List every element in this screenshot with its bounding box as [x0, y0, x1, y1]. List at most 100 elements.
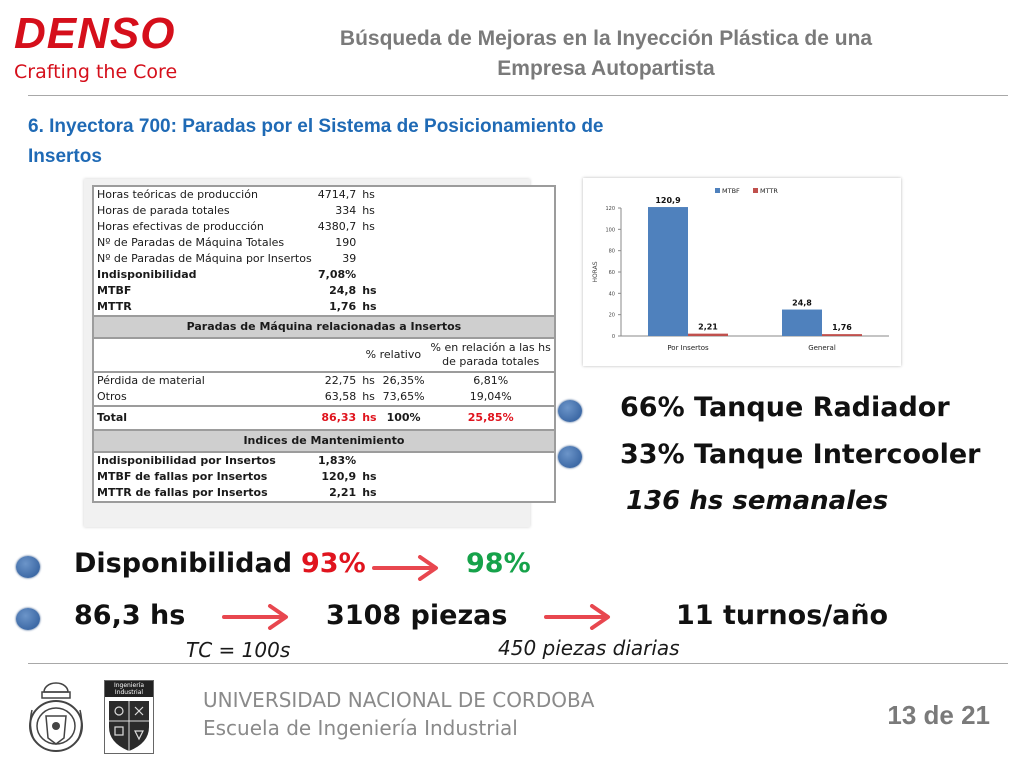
- metric-label: Horas de parada totales: [97, 204, 230, 217]
- mant-label: MTTR de fallas por Insertos: [97, 486, 268, 499]
- bar-mtbf-0: [648, 207, 688, 336]
- table-band-paradas: Paradas de Máquina relacionadas a Insert…: [93, 316, 555, 338]
- empty-cell: [380, 485, 428, 502]
- legend-label: MTBF: [722, 187, 740, 195]
- parada-label: Otros: [97, 390, 127, 403]
- empty-cell: [428, 235, 555, 251]
- table-row: MTTR 1,76 hs: [93, 299, 555, 316]
- data-label: 24,8: [792, 299, 812, 308]
- empty-cell: [428, 283, 555, 299]
- empty-cell: [428, 219, 555, 235]
- disp-from-value: 93%: [301, 548, 366, 579]
- metric-unit: [359, 251, 379, 267]
- empty-cell: [428, 267, 555, 283]
- text-disponibilidad: Disponibilidad: [74, 548, 293, 579]
- logo-tagline: Crafting the Core: [14, 61, 178, 83]
- metric-label: Horas teóricas de producción: [97, 188, 258, 201]
- y-tick-label: 120: [605, 206, 615, 212]
- denso-logo: DENSO: [14, 9, 176, 58]
- shield-banner-line-1: Ingeniería: [113, 682, 145, 689]
- table-row: MTBF de fallas por Insertos 120,9 hs: [93, 469, 555, 485]
- disp-to-value: 98%: [466, 548, 531, 579]
- university-name: UNIVERSIDAD NACIONAL DE CORDOBA: [203, 688, 595, 712]
- legend-swatch-mttr: [753, 188, 758, 193]
- y-axis-label: HORAS: [592, 261, 599, 282]
- y-tick-label: 40: [609, 291, 615, 297]
- metric-label: Horas efectivas de producción: [97, 220, 264, 233]
- table-row: Nº de Paradas de Máquina Totales 190: [93, 235, 555, 251]
- university-seal-icon: [29, 682, 83, 752]
- table-row: Horas de parada totales 334 hs: [93, 203, 555, 219]
- mant-unit: [359, 452, 379, 469]
- parada-label: Pérdida de material: [97, 374, 205, 387]
- mant-label: Indisponibilidad por Insertos: [97, 454, 276, 467]
- x-tick-label: Por Insertos: [667, 344, 709, 352]
- empty-cell: [380, 267, 428, 283]
- table-row: Otros 63,58 hs 73,65% 19,04%: [93, 389, 555, 406]
- y-tick-label: 20: [609, 313, 615, 319]
- parada-tot: 19,04%: [469, 390, 512, 403]
- empty-cell: [380, 219, 428, 235]
- metric-unit: hs: [362, 204, 375, 217]
- maintenance-table-image: Horas teóricas de producción 4714,7 hs Hora…: [84, 179, 556, 527]
- parada-rel: 26,35%: [382, 374, 425, 387]
- empty-cell: [380, 283, 428, 299]
- kpi-value: 1,76: [329, 300, 357, 313]
- bar-mttr-1: [822, 334, 862, 336]
- text-semanales: 136 hs semanales: [626, 486, 889, 516]
- kpi-unit: hs: [362, 284, 377, 297]
- section-title: 6. Inyectora 700: Paradas por el Sistema…: [28, 112, 858, 172]
- text-radiador: 66% Tanque Radiador: [620, 392, 950, 423]
- table-row: Indisponibilidad 7,08%: [93, 267, 555, 283]
- empty-cell: [380, 251, 428, 267]
- col-header-paradas-line-2: de parada totales: [442, 355, 540, 368]
- header-divider: [28, 95, 1008, 96]
- empty-cell: [380, 469, 428, 485]
- table-band-mantenimiento: Indices de Mantenimiento: [93, 430, 555, 452]
- text-tc: TC = 100s: [186, 638, 291, 662]
- parada-unit: hs: [362, 374, 375, 387]
- table-row: Horas teóricas de producción 4714,7 hs: [93, 186, 555, 203]
- table-row: Horas efectivas de producción 4380,7 hs: [93, 219, 555, 235]
- page-indicator: 13 de 21: [887, 700, 990, 730]
- data-label: 120,9: [655, 196, 681, 205]
- empty-cell: [380, 452, 428, 469]
- data-label: 1,76: [832, 323, 852, 332]
- col-header-relativo: % relativo: [365, 348, 422, 361]
- legend-label: MTTR: [760, 187, 778, 195]
- bar-mtbf-1: [782, 309, 822, 336]
- metric-value: 4380,7: [317, 220, 357, 233]
- bullet-hs-icon: [16, 608, 40, 630]
- kpi-value: 7,08%: [318, 268, 357, 281]
- empty-cell: [380, 235, 428, 251]
- kpi-value: 24,8: [329, 284, 357, 297]
- metric-value: 190: [335, 236, 357, 249]
- empty-cell: [428, 203, 555, 219]
- parada-tot: 6,81%: [473, 374, 509, 387]
- arrow-right-icon: [222, 604, 288, 630]
- kpi-label: Indisponibilidad: [97, 268, 197, 281]
- col-header-paradas: % en relación a las hs de parada totales: [428, 338, 555, 372]
- kpi-label: MTBF: [97, 284, 132, 297]
- empty-cell: [380, 203, 428, 219]
- table-row: Nº de Paradas de Máquina por Insertos 39: [93, 251, 555, 267]
- mtbf-mttr-chart: 0 20 40 60 80 100 120 HORAS 120,9 2,21 Por Inserto…: [583, 178, 901, 366]
- slide-title-line-1: Búsqueda de Mejoras en la Inyección Plás…: [339, 27, 873, 50]
- section-title-line-1: 6. Inyectora 700: Paradas por el Sistema…: [28, 116, 604, 137]
- table-row: Indisponibilidad por Insertos 1,83%: [93, 452, 555, 469]
- metric-label: Nº de Paradas de Máquina por Insertos: [97, 252, 312, 265]
- parada-hs: 63,58: [324, 390, 357, 403]
- data-label: 2,21: [698, 323, 718, 332]
- text-intercooler: 33% Tanque Intercooler: [620, 439, 981, 470]
- empty-cell: [380, 186, 428, 203]
- slide-title-line-2: Empresa Autopartista: [497, 57, 715, 80]
- text-turnos: 11 turnos/año: [676, 600, 889, 631]
- metric-value: 4714,7: [317, 188, 357, 201]
- col-header-paradas-line-1: % en relación a las hs: [430, 341, 551, 354]
- slide-title: Búsqueda de Mejoras en la Inyección Plás…: [270, 24, 942, 84]
- total-unit: hs: [362, 411, 377, 424]
- x-tick-label: General: [808, 344, 836, 352]
- metric-unit: hs: [362, 220, 375, 233]
- arrow-right-icon: [372, 555, 438, 581]
- empty-cell: [428, 452, 555, 469]
